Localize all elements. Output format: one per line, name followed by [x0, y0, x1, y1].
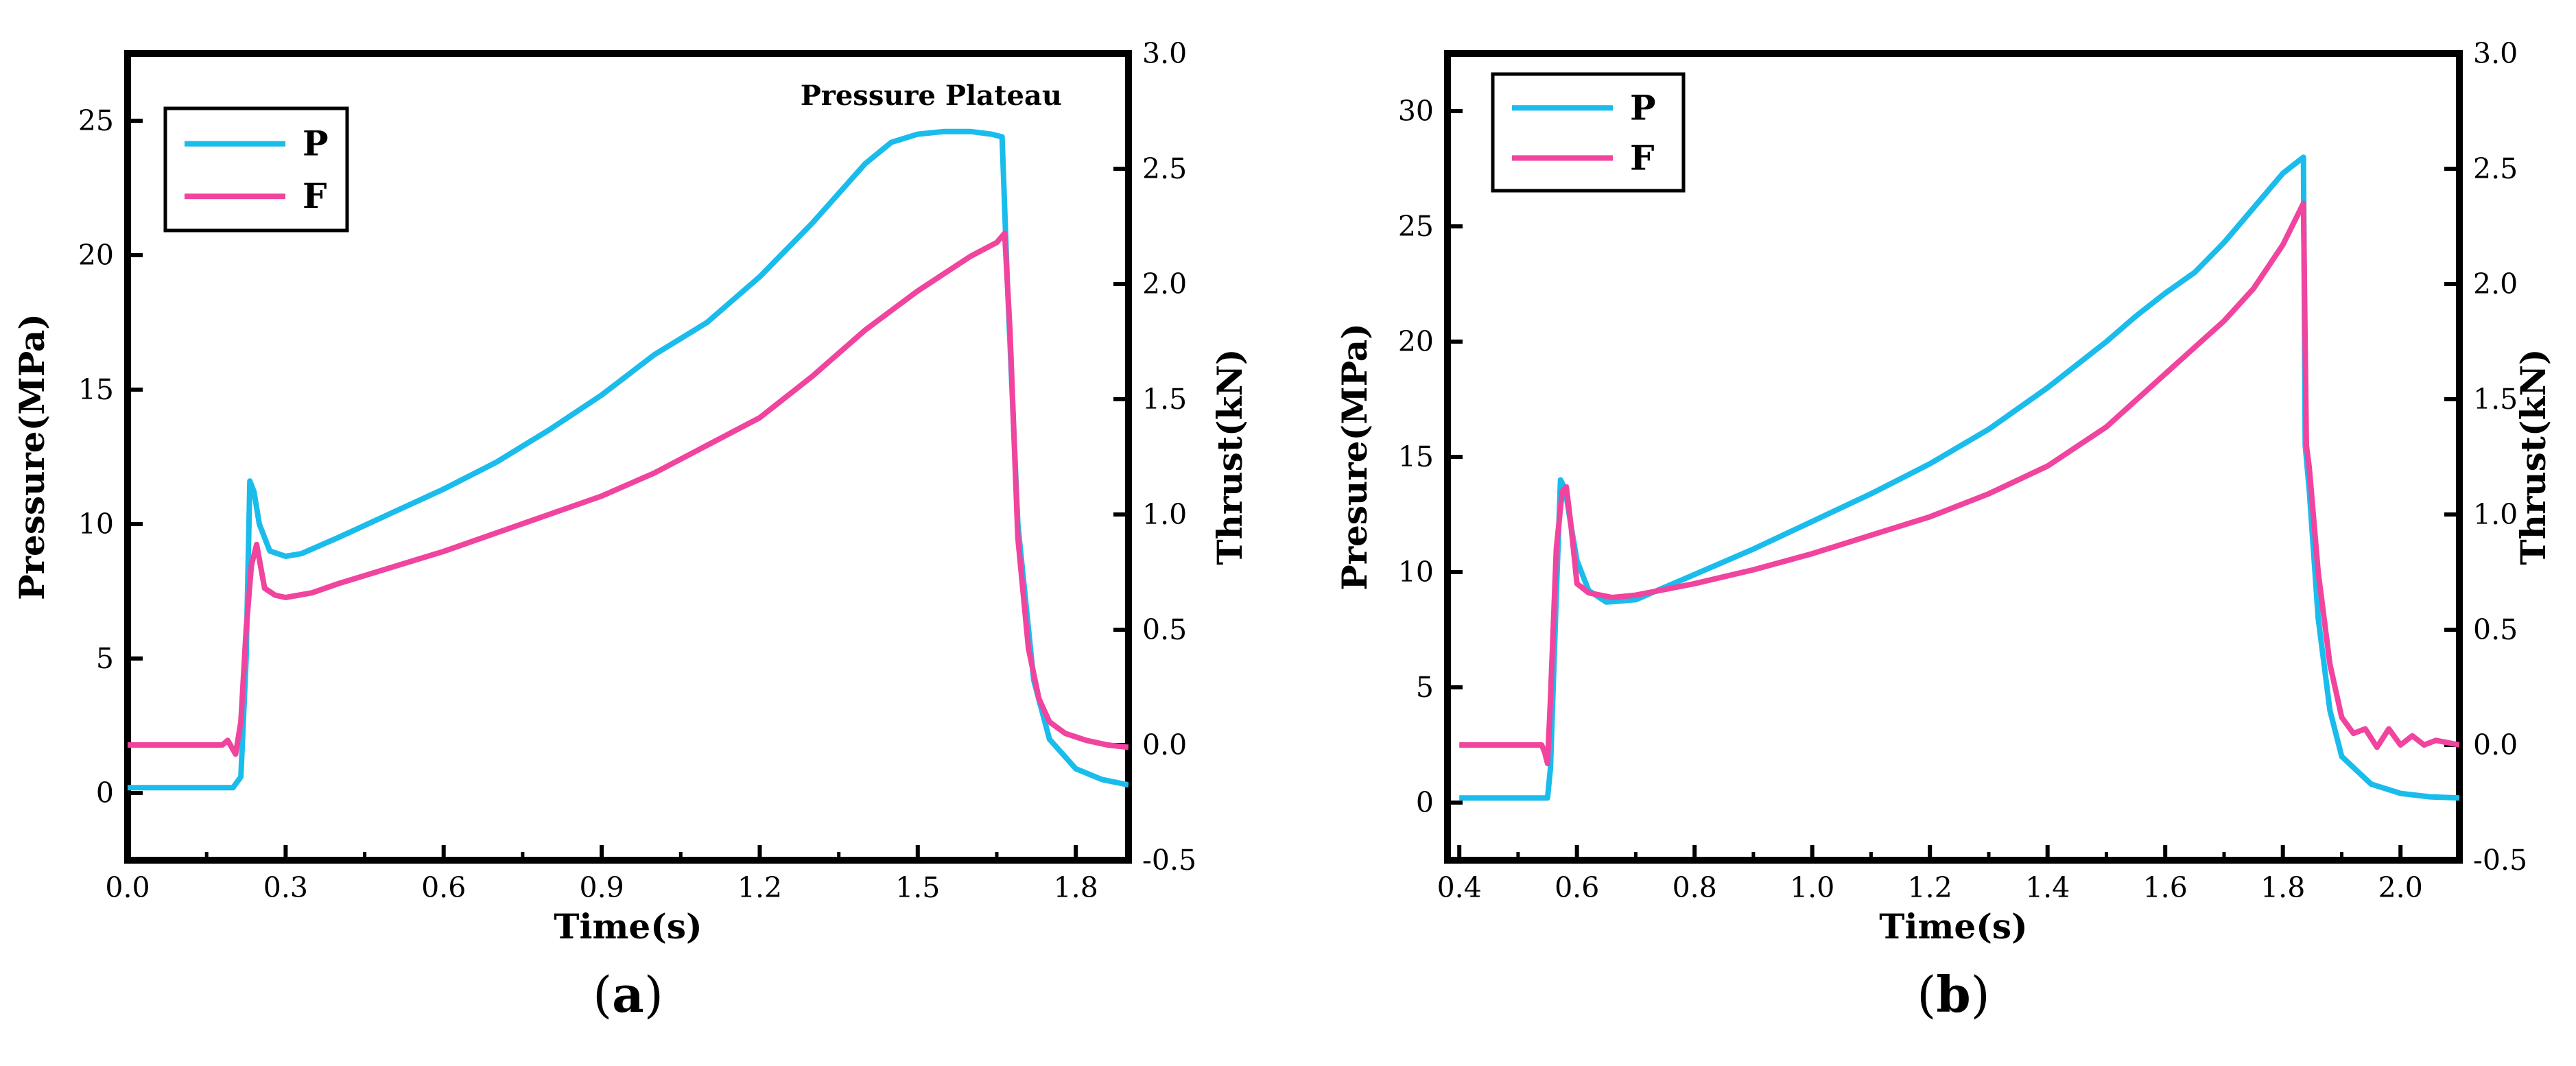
- caption-letter: a: [612, 965, 644, 1023]
- series-line-f: [128, 230, 1129, 757]
- y-tick-label: 10: [78, 508, 114, 541]
- y2-tick-label: 0.0: [1142, 729, 1187, 761]
- caption-letter: b: [1936, 965, 1970, 1023]
- y2-tick-label: 2.0: [2473, 268, 2518, 300]
- caption-paren-close: ): [644, 966, 663, 1023]
- x-axis-title: Time(s): [554, 906, 702, 947]
- y-tick-label: 25: [1398, 210, 1434, 243]
- y2-tick-label: 2.5: [2473, 152, 2518, 185]
- y2-tick-label: 1.5: [1142, 383, 1187, 416]
- x-tick-label: 2.0: [2378, 871, 2423, 904]
- series-line-f: [1459, 200, 2459, 766]
- y-tick-label: 30: [1398, 95, 1434, 128]
- x-tick-label: 1.4: [2025, 871, 2070, 904]
- x-tick-label: 1.0: [1790, 871, 1834, 904]
- y2-tick-label: 1.0: [2473, 498, 2518, 531]
- y-tick-label: 5: [1416, 671, 1434, 704]
- y-axis-title: Pressure(MPa): [12, 313, 52, 600]
- y-tick-label: 10: [1398, 556, 1434, 589]
- x-tick-label: 0.0: [105, 871, 150, 904]
- y-tick-label: 20: [78, 239, 114, 272]
- x-tick-label: 1.2: [1908, 871, 1952, 904]
- y2-tick-label: 2.5: [1142, 152, 1187, 185]
- y2-axis-title: Thrust(kN): [1209, 348, 1250, 565]
- y2-tick-label: -0.5: [2473, 844, 2527, 877]
- x-axis-title: Time(s): [1879, 906, 2027, 947]
- y-tick-label: 15: [1398, 440, 1434, 473]
- x-tick-label: 1.5: [895, 871, 940, 904]
- panel-caption: (b): [1917, 965, 1990, 1023]
- y2-tick-label: 3.0: [1142, 37, 1187, 70]
- x-tick-label: 0.4: [1437, 871, 1482, 904]
- y-axis-title: Presure(MPa): [1334, 323, 1375, 591]
- x-tick-label: 1.2: [737, 871, 782, 904]
- y-tick-label: 20: [1398, 325, 1434, 358]
- y2-tick-label: 1.5: [2473, 383, 2518, 416]
- legend: PF: [163, 106, 349, 233]
- x-tick-label: 0.6: [421, 871, 466, 904]
- y2-axis-title: Thrust(kN): [2513, 348, 2553, 565]
- x-tick-label: 0.9: [579, 871, 624, 904]
- annotation-pressure-plateau: Pressure Plateau: [801, 80, 1062, 112]
- x-tick-label: 1.8: [2260, 871, 2305, 904]
- panel-caption: (a): [593, 965, 663, 1023]
- chart-panel-a: 0.0 0.3 0.6 0.9 1.2 1.5 1.8 0 5 10 15 20 25 -0.5 0.0 0.…: [12, 37, 1250, 1023]
- x-tick-label: 0.3: [263, 871, 308, 904]
- y-tick-label: 5: [96, 642, 114, 675]
- x-tick-label: 1.8: [1054, 871, 1098, 904]
- y2-tick-label: -0.5: [1142, 844, 1196, 877]
- caption-paren-open: (: [1917, 966, 1936, 1023]
- y2-tick-label: 1.0: [1142, 498, 1187, 531]
- y2-tick-label: 0.5: [2473, 613, 2518, 646]
- y2-tick-label: 0.5: [1142, 613, 1187, 646]
- y2-tick-label: 2.0: [1142, 268, 1187, 300]
- y-tick-label: 25: [78, 104, 114, 137]
- x-tick-label: 1.6: [2143, 871, 2188, 904]
- y-tick-label: 0: [1416, 786, 1434, 819]
- y2-tick-label: 0.0: [2473, 729, 2518, 761]
- legend: PF: [1491, 72, 1686, 193]
- legend-label-f: F: [303, 176, 327, 216]
- y2-tick-label: 3.0: [2473, 37, 2518, 70]
- chart-panel-b: 0.4 0.6 0.8 1.0 1.2 1.4 1.6 1.8 2.0 0 5 10 15 20 25 30 -…: [1334, 37, 2553, 1023]
- legend-label-f: F: [1630, 137, 1655, 178]
- plot-frame: [124, 50, 1132, 864]
- caption-paren-close: ): [1971, 966, 1990, 1023]
- y-tick-label: 0: [96, 777, 114, 809]
- x-tick-label: 0.8: [1673, 871, 1717, 904]
- x-tick-label: 0.6: [1555, 871, 1599, 904]
- caption-paren-open: (: [593, 966, 612, 1023]
- legend-label-p: P: [1630, 87, 1656, 128]
- y-tick-label: 15: [78, 373, 114, 406]
- legend-label-p: P: [303, 123, 329, 164]
- legend-box: [163, 106, 349, 233]
- legend-box: [1491, 72, 1686, 193]
